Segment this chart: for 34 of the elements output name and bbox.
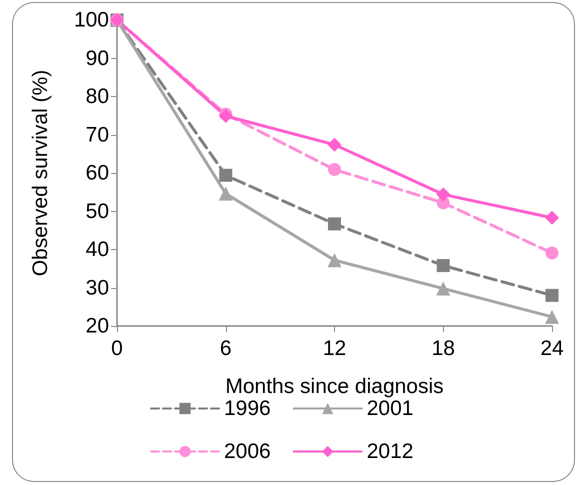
y-tick-label: 90 <box>86 46 109 70</box>
point <box>328 253 342 268</box>
x-axis-title: Months since diagnosis <box>225 375 444 398</box>
point <box>545 310 559 324</box>
point <box>219 168 232 182</box>
point <box>218 186 233 201</box>
y-tick-label: 20 <box>86 314 109 338</box>
point <box>546 288 558 302</box>
y-tick-label: 30 <box>86 276 109 300</box>
y-tick-label: 50 <box>86 200 109 223</box>
y-axis-title: Observed survival (%) <box>29 70 52 276</box>
point <box>436 259 450 272</box>
y-tick-label: 80 <box>86 85 109 108</box>
point <box>546 246 558 260</box>
legend-label: 1996 <box>224 397 271 420</box>
legend-label: 2012 <box>366 440 414 463</box>
legend-label: 2006 <box>224 440 271 463</box>
y-tick-label: 70 <box>86 123 109 146</box>
y-tick-label: 40 <box>86 238 109 261</box>
point <box>436 187 450 202</box>
y-tick-label: 60 <box>86 162 109 184</box>
legend-label: 2001 <box>366 397 414 420</box>
x-tick-label: 0 <box>111 337 123 360</box>
point <box>218 109 233 124</box>
x-tick-label: 12 <box>322 337 346 360</box>
y-tick-label: 100 <box>74 8 109 32</box>
point <box>328 163 341 176</box>
point <box>328 138 342 152</box>
point <box>545 210 559 225</box>
x-tick-label: 6 <box>220 337 232 360</box>
point <box>328 217 341 230</box>
x-tick-label: 18 <box>432 337 455 360</box>
x-tick-label: 24 <box>540 337 564 360</box>
point <box>436 282 450 296</box>
